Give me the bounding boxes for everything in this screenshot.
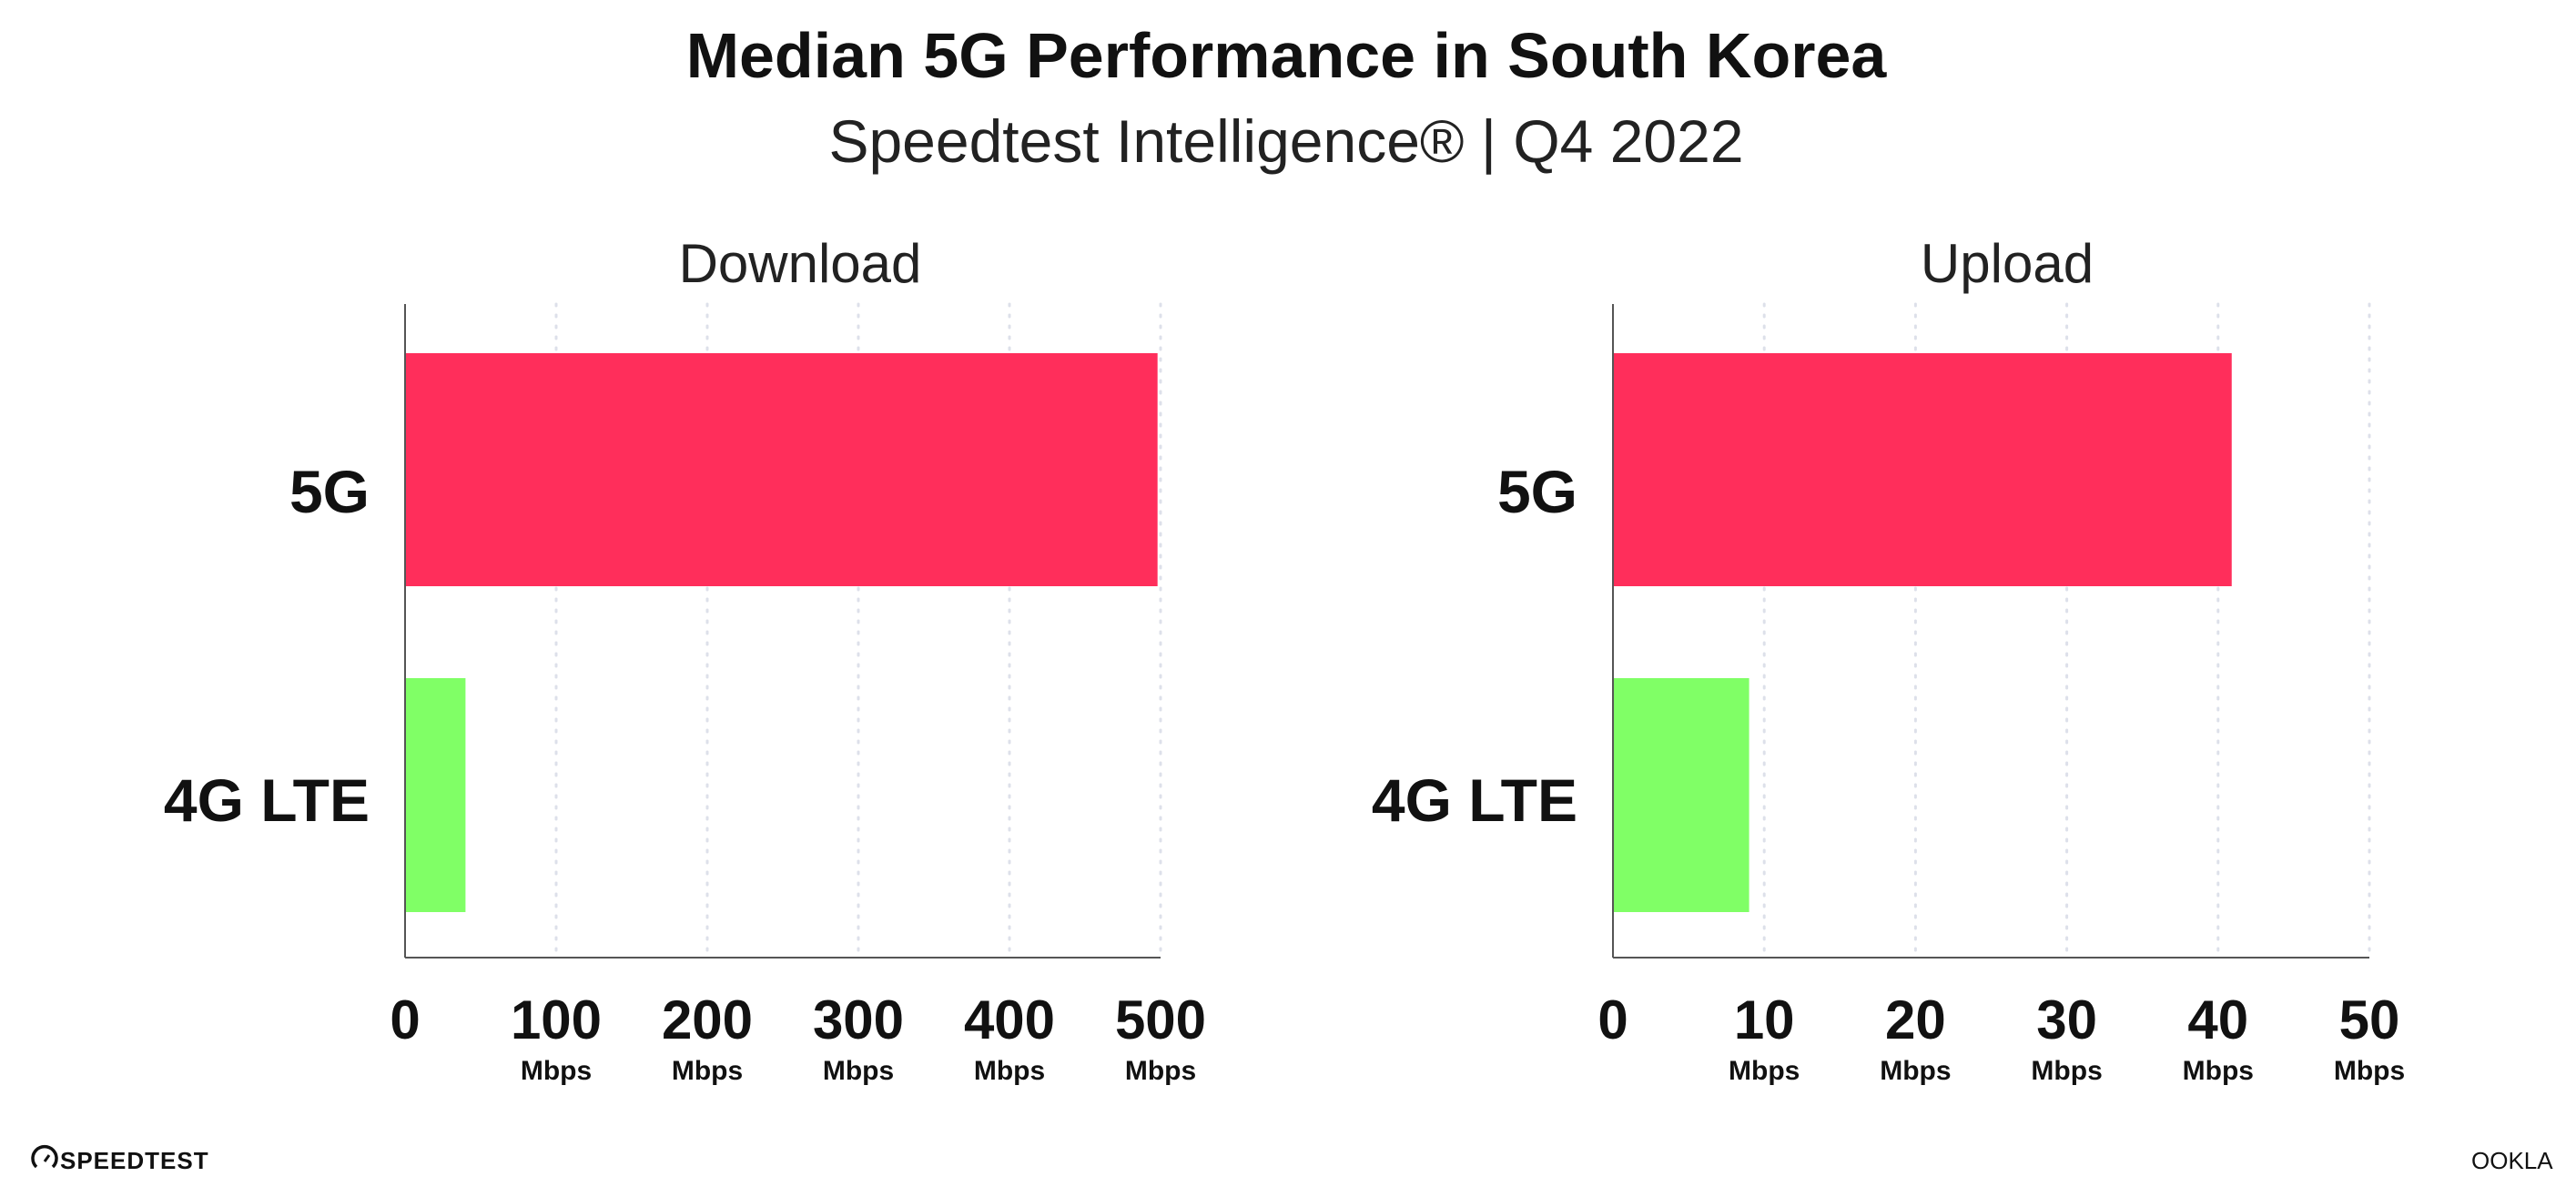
x-tick-label: 0 [1597,989,1628,1050]
x-tick-label: 20 [1885,989,1946,1050]
x-tick-label: 50 [2339,989,2400,1050]
speedtest-logo-text: SPEEDTEST [60,1147,209,1174]
x-tick-unit: Mbps [1880,1056,1951,1086]
x-tick-label: 30 [2036,989,2097,1050]
x-tick-label: 300 [813,989,904,1050]
x-tick-unit: Mbps [2031,1056,2102,1086]
x-tick-unit: Mbps [1729,1056,1800,1086]
speedtest-logo: SPEEDTEST [31,1144,209,1174]
x-tick-label: 10 [1734,989,1795,1050]
bar-4g-lte [405,678,466,912]
bar-4g-lte [1613,678,1749,912]
x-tick-unit: Mbps [1125,1056,1196,1086]
x-tick-unit: Mbps [823,1056,894,1086]
x-tick-unit: Mbps [521,1056,592,1086]
speedometer-icon [31,1144,58,1169]
chart-subtitle: Speedtest Intelligence® | Q4 2022 [828,107,1743,175]
ookla-logo: OOKLA [2471,1147,2553,1174]
category-label: 5G [289,458,370,525]
category-label: 5G [1497,458,1577,525]
x-tick-label: 40 [2187,989,2248,1050]
chart-title: Median 5G Performance in South Korea [686,20,1888,91]
bar-5g [405,353,1158,586]
x-tick-unit: Mbps [672,1056,743,1086]
bar-5g [1613,353,2232,586]
x-tick-label: 0 [390,989,420,1050]
x-tick-label: 400 [964,989,1055,1050]
x-tick-label: 100 [511,989,602,1050]
category-label: 4G LTE [1372,766,1577,834]
x-tick-unit: Mbps [974,1056,1045,1086]
x-tick-unit: Mbps [2334,1056,2405,1086]
ookla-logo-text: OOKLA [2471,1147,2553,1174]
panel-title-download: Download [679,233,922,294]
x-tick-label: 500 [1115,989,1206,1050]
speedometer-needle [43,1154,51,1162]
x-tick-label: 200 [662,989,753,1050]
category-label: 4G LTE [164,766,370,834]
x-tick-unit: Mbps [2183,1056,2254,1086]
panel-title-upload: Upload [1921,233,2094,294]
